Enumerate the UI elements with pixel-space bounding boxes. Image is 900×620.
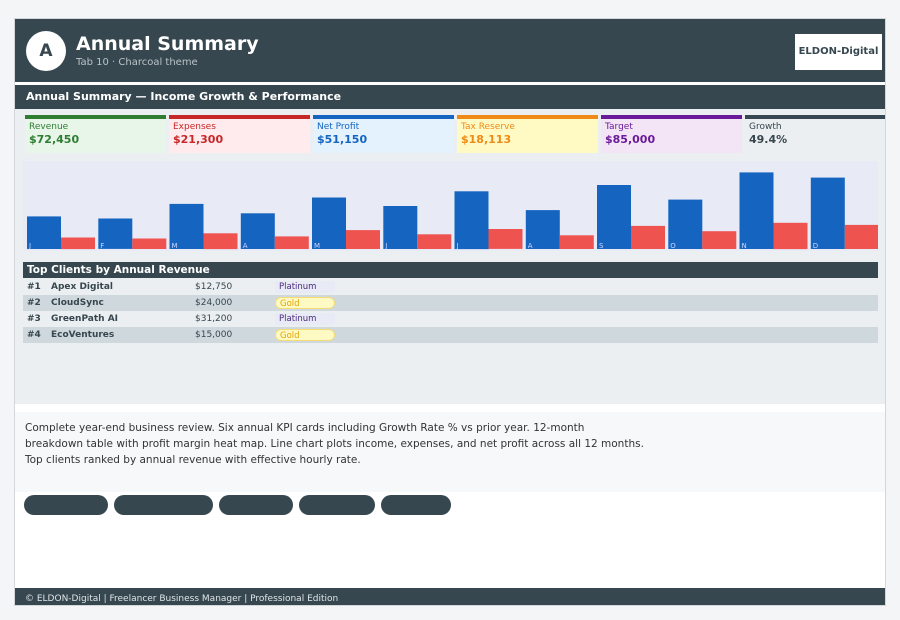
client-rank: #3: [27, 314, 41, 324]
client-rank: #2: [27, 298, 41, 308]
bar-secondary-2: [203, 233, 238, 250]
client-rank: #1: [27, 282, 41, 292]
bar-month-label: A: [243, 242, 248, 250]
kpi-label: Expenses: [173, 122, 216, 132]
bar-secondary-7: [559, 235, 594, 249]
avatar[interactable]: A: [26, 31, 66, 71]
bar-primary-2: [169, 203, 204, 249]
bar-secondary-5: [417, 234, 452, 249]
table-row[interactable]: #2 CloudSync $24,000 Gold: [23, 295, 878, 311]
tier-badge: Gold: [275, 297, 335, 309]
footer: © ELDON-Digital | Freelancer Business Ma…: [15, 588, 885, 605]
bar-primary-5: [383, 206, 418, 249]
tier-badge: Platinum: [275, 281, 335, 293]
tier-badge: Gold: [275, 329, 335, 341]
bar-month-label: A: [528, 242, 533, 250]
brand-logo: ELDON-Digital: [795, 34, 882, 70]
action-button-5[interactable]: [381, 495, 451, 515]
summary-panel: Revenue $72,450 Expenses $21,300 Net Pro…: [15, 109, 885, 404]
bar-primary-7: [525, 210, 560, 249]
action-button-1[interactable]: [24, 495, 108, 515]
bar-month-label: J: [384, 242, 387, 250]
kpi-label: Net Profit: [317, 122, 360, 132]
kpi-label: Revenue: [29, 122, 69, 132]
table-row[interactable]: #3 GreenPath AI $31,200 Platinum: [23, 311, 878, 327]
client-revenue: $15,000: [195, 330, 233, 340]
kpi-label: Growth: [749, 122, 782, 132]
bar-secondary-10: [773, 222, 808, 250]
action-button-3[interactable]: [219, 495, 293, 515]
kpi-card-expenses[interactable]: Expenses $21,300: [169, 115, 310, 153]
bar-secondary-9: [702, 231, 737, 249]
bar-secondary-0: [61, 237, 95, 250]
tier-badge: Platinum: [275, 313, 335, 325]
app-window: A Annual Summary Tab 10 · Charcoal theme…: [14, 18, 886, 606]
bar-secondary-1: [132, 238, 167, 249]
action-button-2[interactable]: [114, 495, 213, 515]
kpi-value: $18,113: [461, 133, 512, 146]
client-name: Apex Digital: [51, 282, 113, 292]
kpi-label: Target: [605, 122, 633, 132]
bar-primary-0: [27, 216, 61, 249]
clients-table-title: Top Clients by Annual Revenue: [23, 262, 878, 278]
clients-table: #1 Apex Digital $12,750 Platinum #2 CloudSync…: [23, 279, 878, 343]
client-rank: #4: [27, 330, 41, 340]
kpi-value: $21,300: [173, 133, 224, 146]
bar-primary-11: [810, 177, 845, 249]
bar-month-label: F: [100, 242, 104, 250]
description-panel: Complete year-end business review. Six a…: [15, 412, 885, 492]
bar-primary-10: [739, 172, 774, 249]
bar-month-label: O: [670, 242, 676, 250]
kpi-value: $51,150: [317, 133, 368, 146]
kpi-card-revenue[interactable]: Revenue $72,450: [25, 115, 166, 153]
app-header: A Annual Summary Tab 10 · Charcoal theme…: [15, 19, 885, 82]
bar-primary-6: [454, 191, 489, 250]
client-revenue: $12,750: [195, 282, 233, 292]
client-name: CloudSync: [51, 298, 104, 308]
bar-secondary-6: [488, 229, 523, 249]
kpi-card-growth[interactable]: Growth 49.4%: [745, 115, 885, 153]
kpi-value: 49.4%: [749, 133, 788, 146]
kpi-label: Tax Reserve: [461, 122, 515, 132]
client-revenue: $24,000: [195, 298, 233, 308]
bar-primary-3: [240, 213, 275, 249]
bar-month-label: N: [742, 242, 747, 250]
kpi-card-target[interactable]: Target $85,000: [601, 115, 742, 153]
bar-primary-4: [312, 197, 346, 249]
table-row[interactable]: #4 EcoVentures $15,000 Gold: [23, 327, 878, 343]
kpi-value: $85,000: [605, 133, 656, 146]
kpi-card-net-profit[interactable]: Net Profit $51,150: [313, 115, 454, 153]
bar-secondary-11: [844, 224, 878, 249]
kpi-card-tax-reserve[interactable]: Tax Reserve $18,113: [457, 115, 598, 153]
page-subtitle: Tab 10 · Charcoal theme: [76, 57, 198, 68]
bar-secondary-4: [346, 230, 380, 249]
page-title: Annual Summary: [76, 33, 259, 55]
client-name: GreenPath AI: [51, 314, 119, 324]
bar-primary-9: [668, 199, 703, 249]
table-row[interactable]: #1 Apex Digital $12,750 Platinum: [23, 279, 878, 295]
bar-month-label: J: [456, 242, 459, 250]
client-name: EcoVentures: [51, 330, 115, 340]
bar-month-label: D: [813, 242, 818, 250]
bar-secondary-8: [631, 225, 665, 249]
bar-month-label: J: [28, 242, 31, 250]
bar-month-label: M: [314, 242, 320, 250]
bar-month-label: M: [172, 242, 178, 250]
kpi-value: $72,450: [29, 133, 80, 146]
section-title: Annual Summary — Income Growth & Perform…: [15, 85, 885, 109]
bar-primary-8: [597, 185, 631, 249]
bar-month-label: S: [599, 242, 604, 250]
bar-secondary-3: [274, 236, 309, 249]
bar-primary-1: [98, 218, 133, 249]
action-button-4[interactable]: [299, 495, 375, 515]
client-revenue: $31,200: [195, 314, 233, 324]
description-text: Complete year-end business review. Six a…: [25, 422, 644, 466]
